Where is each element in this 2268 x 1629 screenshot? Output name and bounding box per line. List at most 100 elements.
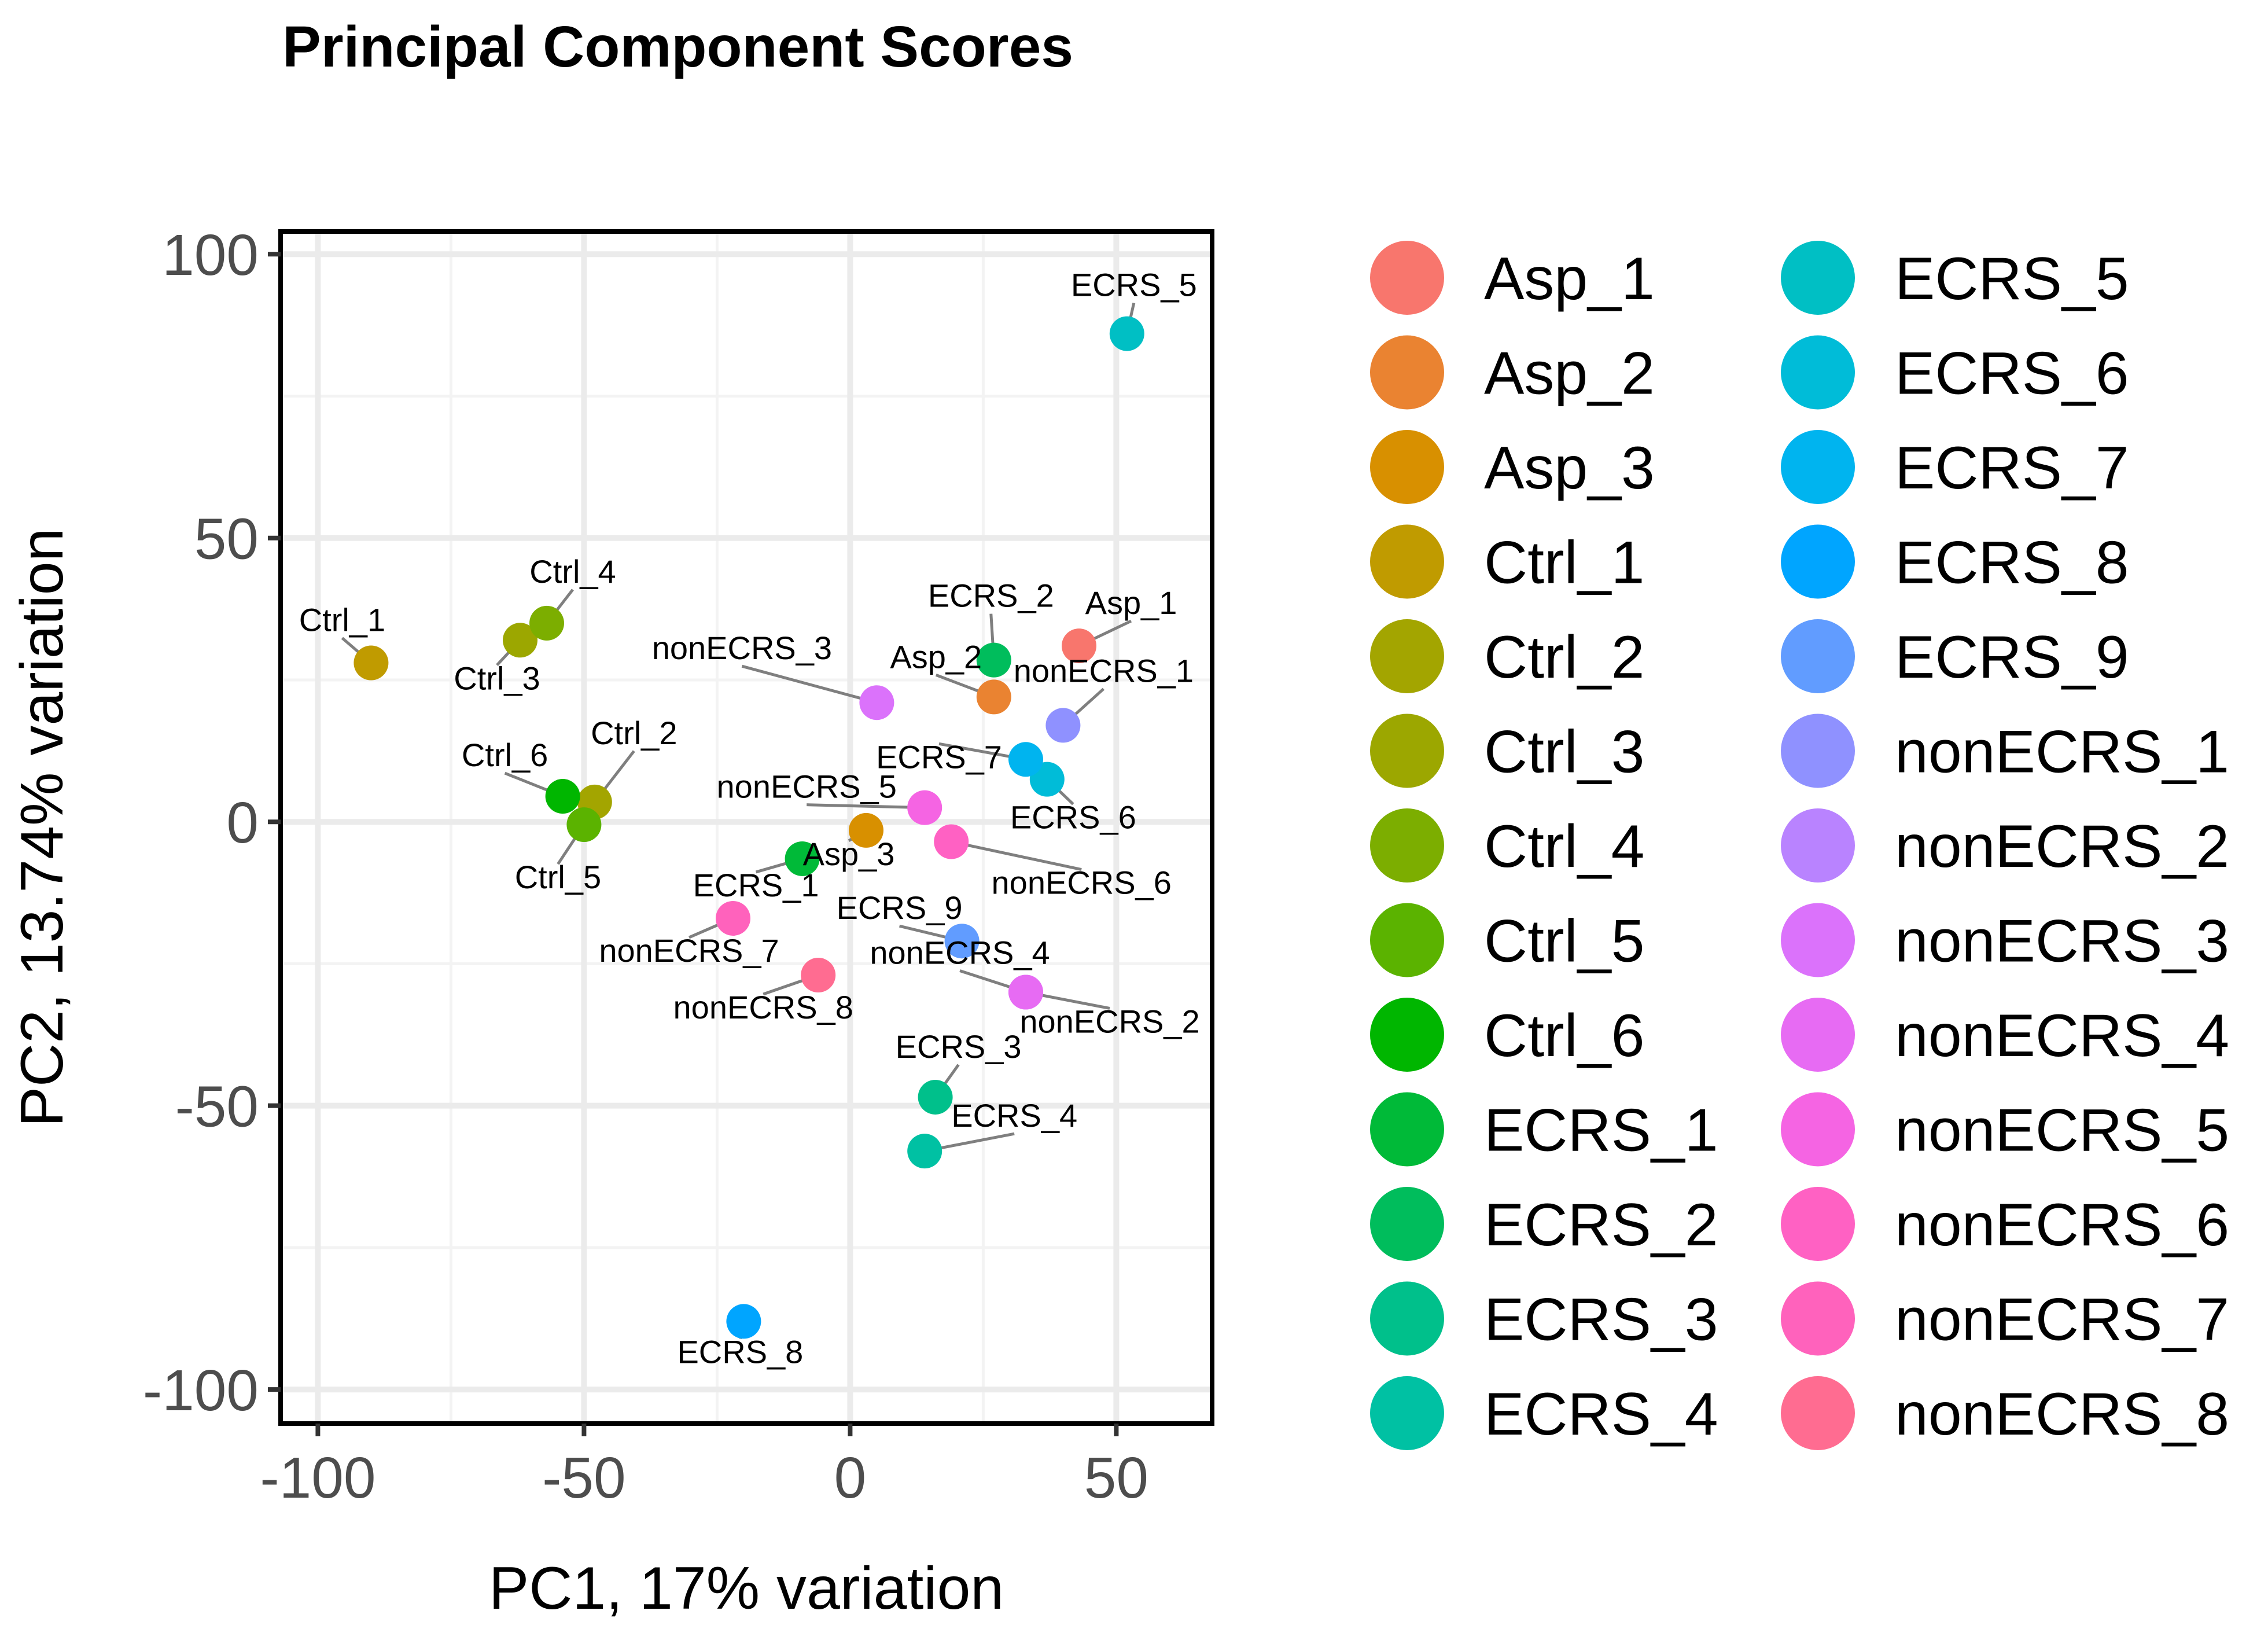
legend-key [1370, 903, 1444, 977]
x-tick-label: 0 [834, 1446, 867, 1510]
legend-label: Ctrl_4 [1484, 813, 1644, 880]
legend-item: ECRS_6 [1781, 335, 2129, 410]
legend-key [1781, 1376, 1855, 1450]
data-point [907, 1134, 942, 1169]
point-label: Ctrl_6 [462, 737, 548, 773]
legend-item: nonECRS_1 [1781, 714, 2229, 788]
legend-key [1370, 1187, 1444, 1261]
data-point [716, 900, 750, 936]
legend-label: ECRS_7 [1895, 435, 2129, 502]
y-tick-label: 50 [194, 507, 259, 572]
legend-item: Ctrl_5 [1370, 903, 1644, 977]
legend-key [1370, 998, 1444, 1072]
legend: Asp_1 Asp_2 Asp_3 Ctrl_1 Ctrl_2 Ctrl_3 Ctrl_4 C… [1370, 241, 2229, 1450]
point-label: Asp_1 [1085, 584, 1177, 621]
point-label: ECRS_2 [928, 578, 1054, 614]
point-label: ECRS_1 [693, 867, 819, 903]
y-tick-label: 100 [162, 223, 259, 288]
legend-item: ECRS_5 [1781, 241, 2129, 315]
legend-label: nonECRS_7 [1895, 1286, 2229, 1354]
x-tick-label: -50 [542, 1446, 626, 1510]
data-point [503, 623, 537, 658]
data-point [934, 824, 969, 859]
point-label: nonECRS_3 [652, 630, 832, 666]
leader-line [951, 840, 1082, 871]
legend-item: Ctrl_2 [1370, 619, 1644, 693]
legend-label: nonECRS_2 [1895, 813, 2229, 880]
data-point [566, 807, 602, 843]
point-label: nonECRS_1 [1014, 652, 1194, 689]
legend-label: Asp_3 [1484, 435, 1655, 502]
point-label: nonECRS_5 [717, 768, 897, 805]
plot-background [281, 231, 1212, 1424]
legend-key [1781, 1281, 1855, 1356]
legend-item: ECRS_9 [1781, 619, 2129, 693]
legend-label: Ctrl_2 [1484, 624, 1644, 691]
legend-label: Ctrl_6 [1484, 1002, 1644, 1069]
legend-item: nonECRS_3 [1781, 903, 2229, 977]
data-point [1008, 975, 1043, 1010]
data-point [859, 685, 894, 720]
legend-item: Asp_1 [1370, 241, 1655, 315]
point-label: Ctrl_5 [515, 859, 601, 895]
point-label: Ctrl_4 [529, 553, 616, 590]
y-tick-label: -50 [175, 1075, 259, 1139]
legend-item: Ctrl_6 [1370, 998, 1644, 1072]
y-axis-title: PC2, 13.74% variation [9, 528, 76, 1127]
legend-item: nonECRS_6 [1781, 1187, 2229, 1261]
legend-item: Ctrl_1 [1370, 524, 1644, 599]
legend-key [1781, 903, 1855, 977]
legend-key [1370, 808, 1444, 882]
data-point [726, 1304, 761, 1339]
legend-key [1370, 1281, 1444, 1356]
leader-line [807, 803, 925, 810]
x-tick-label: -100 [260, 1446, 375, 1510]
legend-key [1370, 619, 1444, 693]
y-tick-label: 0 [226, 790, 259, 855]
legend-label: ECRS_4 [1484, 1381, 1718, 1448]
legend-label: ECRS_8 [1895, 529, 2129, 597]
point-label: nonECRS_8 [673, 989, 853, 1025]
legend-key [1781, 335, 1855, 410]
legend-item: nonECRS_2 [1781, 808, 2229, 882]
data-point [1008, 742, 1043, 777]
legend-key [1781, 430, 1855, 504]
point-label: Ctrl_2 [591, 715, 677, 751]
legend-key [1370, 1376, 1444, 1450]
data-points [354, 316, 1144, 1339]
data-point [529, 605, 564, 641]
legend-label: nonECRS_4 [1895, 1002, 2229, 1069]
legend-label: ECRS_5 [1895, 245, 2129, 312]
legend-key [1370, 1092, 1444, 1167]
x-axis-title: PC1, 17% variation [489, 1555, 1004, 1622]
legend-item: nonECRS_8 [1781, 1376, 2229, 1450]
legend-key [1781, 1187, 1855, 1261]
legend-label: Ctrl_1 [1484, 529, 1644, 597]
point-label: Asp_3 [803, 836, 895, 872]
legend-key [1781, 714, 1855, 788]
legend-item: nonECRS_5 [1781, 1092, 2229, 1167]
point-label: ECRS_6 [1010, 799, 1136, 836]
legend-item: nonECRS_4 [1781, 998, 2229, 1072]
point-label: Ctrl_1 [299, 602, 385, 638]
x-tick-label: 50 [1084, 1446, 1148, 1510]
legend-key [1370, 524, 1444, 599]
legend-item: Asp_2 [1370, 335, 1655, 410]
point-label: ECRS_9 [837, 889, 963, 926]
data-point [849, 812, 883, 848]
legend-key [1781, 808, 1855, 882]
y-tick-label: -100 [143, 1358, 259, 1423]
x-axis-ticks: -100 -50 0 50 [260, 1424, 1148, 1510]
legend-item: ECRS_4 [1370, 1376, 1718, 1450]
legend-item: ECRS_2 [1370, 1187, 1718, 1261]
legend-item: Ctrl_3 [1370, 714, 1644, 788]
legend-item: ECRS_7 [1781, 430, 2129, 504]
leader-line [741, 664, 878, 704]
data-point [545, 779, 580, 814]
legend-label: ECRS_1 [1484, 1097, 1718, 1164]
legend-label: Ctrl_3 [1484, 719, 1644, 786]
legend-key [1370, 241, 1444, 315]
legend-key [1781, 998, 1855, 1072]
point-label: nonECRS_7 [599, 932, 779, 969]
chart-title: Principal Component Scores [282, 14, 1073, 79]
